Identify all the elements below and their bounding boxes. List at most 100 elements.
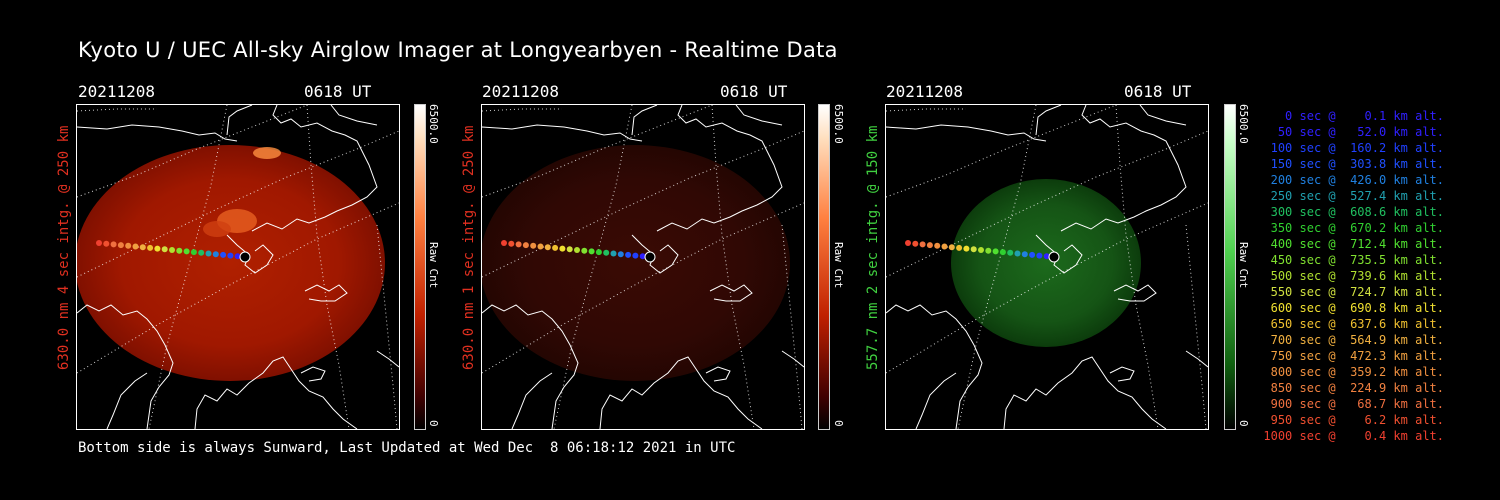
allsky-map [886, 105, 1208, 429]
trajectory-point [581, 247, 588, 254]
trajectory-point [205, 250, 212, 257]
trajectory-point [220, 251, 227, 258]
trajectory-point [566, 246, 573, 253]
coastline [709, 284, 753, 302]
coastline [1139, 105, 1187, 126]
legend-entry: 750 sec @ 472.3 km alt. [1263, 349, 1444, 363]
trajectory-point [96, 240, 102, 246]
panel-2-image [481, 104, 805, 430]
panel-3-cbar-max: 6500.0 [1237, 104, 1250, 144]
lat-lon-grid-line [482, 202, 804, 374]
panel-3-date: 20211208 [886, 82, 964, 101]
trajectory-point [992, 248, 999, 255]
footer-status: Bottom side is always Sunward, Last Upda… [78, 440, 736, 456]
panel-2-cbar-min: 0 [832, 420, 845, 427]
trajectory-point [632, 252, 639, 259]
panel-3-cbar-min: 0 [1237, 420, 1250, 427]
panel-1-colorbar [414, 104, 426, 430]
panel-2-cbar-max: 6500.0 [832, 104, 845, 144]
legend-entry: 800 sec @ 359.2 km alt. [1263, 365, 1444, 379]
trajectory-point [934, 242, 941, 249]
trajectory-point [169, 247, 175, 253]
trajectory-point [147, 244, 154, 251]
trajectory-point [1043, 253, 1050, 260]
trajectory-point [552, 244, 559, 251]
page-title: Kyoto U / UEC All-sky Airglow Imager at … [78, 38, 838, 62]
panel-2-cbar-unit: Raw Cnt [832, 242, 845, 289]
panel-2-date: 20211208 [482, 82, 560, 101]
trajectory-point [588, 248, 595, 255]
coastline [599, 356, 763, 429]
legend-entry: 400 sec @ 712.4 km alt. [1263, 237, 1444, 251]
coastline [77, 304, 174, 429]
panel-3-ylabel: 557.7 nm 2 sec intg. @ 150 km [865, 125, 881, 370]
lat-lon-grid-line [148, 105, 228, 429]
legend-entry: 700 sec @ 564.9 km alt. [1263, 333, 1444, 347]
trajectory-point [1007, 249, 1014, 256]
legend-entry: 350 sec @ 670.2 km alt. [1263, 221, 1444, 235]
legend-entry: 50 sec @ 52.0 km alt. [1263, 125, 1444, 139]
trajectory-point [234, 253, 241, 260]
lat-lon-grid-line [77, 108, 157, 112]
trajectory-point [161, 246, 168, 253]
trajectory-point [501, 240, 507, 246]
legend-entry: 0 sec @ 0.1 km alt. [1263, 109, 1444, 123]
trajectory-point [948, 244, 955, 251]
trajectory-point [574, 247, 580, 253]
coastline [735, 105, 783, 126]
lat-lon-grid-line [482, 108, 562, 112]
coastline [251, 105, 378, 232]
trajectory-point [508, 240, 515, 247]
coastline [226, 105, 253, 136]
trajectory-point [103, 240, 110, 247]
trajectory-point [530, 242, 537, 249]
coastline [226, 234, 274, 274]
trajectory-point [117, 242, 124, 249]
allsky-map [482, 105, 804, 429]
trajectory-point [1021, 251, 1028, 258]
trajectory-point [956, 244, 963, 251]
lat-lon-grid-line [781, 224, 803, 429]
trajectory-legend: 0 sec @ 0.1 km alt. 50 sec @ 52.0 km alt… [1262, 108, 1444, 444]
trajectory-point [999, 249, 1006, 256]
panel-1-ylabel: 630.0 nm 4 sec intg. @ 250 km [56, 125, 72, 370]
station-marker [1048, 251, 1060, 263]
trajectory-point [970, 246, 977, 253]
coastline [631, 234, 679, 274]
panel-3-cbar-unit: Raw Cnt [1237, 242, 1250, 289]
coastline [1109, 366, 1135, 382]
panel-1-cbar-max: 6500.0 [427, 104, 440, 144]
station-marker [239, 251, 251, 263]
coastline [886, 304, 983, 429]
legend-entry: 600 sec @ 690.8 km alt. [1263, 301, 1444, 315]
trajectory-point [559, 245, 566, 252]
airglow-emission [482, 145, 790, 381]
legend-entry: 550 sec @ 724.7 km alt. [1263, 285, 1444, 299]
trajectory-point [515, 241, 522, 248]
lat-lon-grid-line [376, 224, 398, 429]
panel-2-time: 0618 UT [720, 82, 788, 101]
trajectory-point [639, 253, 646, 260]
coastline [482, 304, 579, 429]
lat-lon-grid-line [886, 108, 966, 112]
coastline [915, 372, 957, 429]
panel-1-time: 0618 UT [304, 82, 372, 101]
airglow-emission [951, 179, 1141, 347]
trajectory-point [132, 243, 139, 250]
coastline [376, 350, 399, 368]
legend-entry: 900 sec @ 68.7 km alt. [1263, 397, 1444, 411]
trajectory-point [610, 250, 617, 257]
trajectory-point [1029, 251, 1036, 258]
allsky-map [77, 105, 399, 429]
trajectory-point [919, 241, 926, 248]
coastline [300, 366, 326, 382]
panel-2-colorbar [818, 104, 830, 430]
trajectory-point [1014, 250, 1021, 257]
coastline [1003, 356, 1167, 429]
lat-lon-grid-line [77, 202, 399, 374]
trajectory-point [190, 249, 197, 256]
coastline [304, 284, 348, 302]
trajectory-point [912, 240, 919, 247]
lat-lon-grid-line [1185, 224, 1207, 429]
coastline [631, 105, 658, 136]
